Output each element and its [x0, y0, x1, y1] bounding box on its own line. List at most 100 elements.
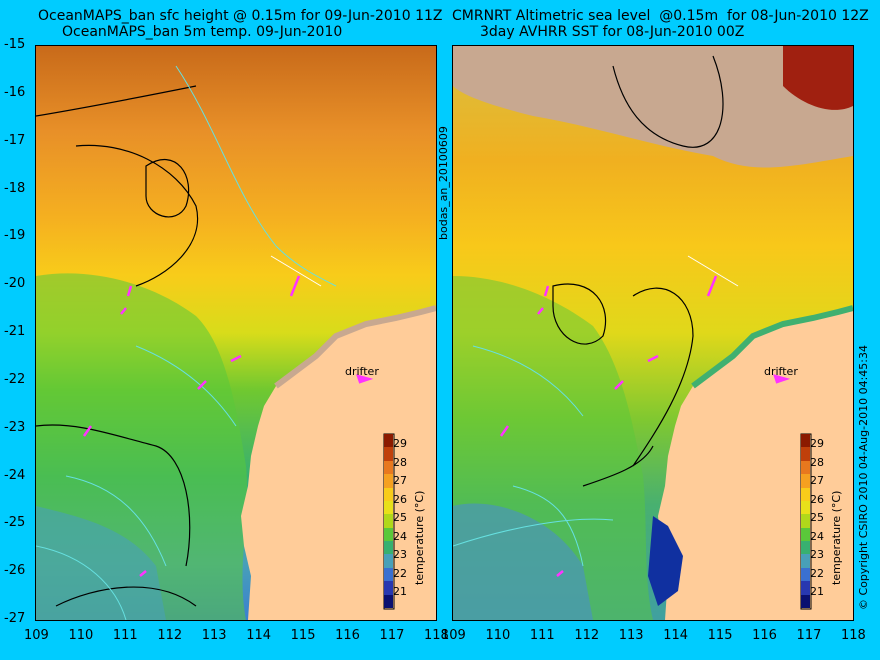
- colorbar-segment: [384, 474, 393, 489]
- right-coast-band: [691, 305, 853, 389]
- right-temp-contours: [453, 345, 614, 567]
- lat-tick-label: -18: [4, 180, 26, 196]
- lon-tick-label: 118: [424, 628, 449, 643]
- lat-tick-label: -15: [4, 37, 26, 52]
- colorbar-segment: [384, 554, 393, 569]
- right-dark-blue-patch: [648, 516, 683, 606]
- lon-tick-label: 110: [485, 628, 511, 643]
- colorbar-segment: [801, 474, 810, 489]
- lon-tick-label: 111: [112, 628, 138, 643]
- left-colorbar-title: temperature (°C): [413, 490, 426, 585]
- right-title-line2: 3day AVHRR SST for 08-Jun-2010 00Z: [480, 24, 745, 40]
- colorbar-segment: [801, 514, 810, 529]
- left-height-contours: [36, 85, 199, 287]
- lat-tick-label: -24: [4, 467, 26, 483]
- colorbar-tick-label: 26: [393, 492, 407, 506]
- colorbar-segment: [801, 487, 810, 502]
- colorbar-segment: [801, 567, 810, 582]
- colorbar-tick-label: 22: [393, 566, 407, 580]
- lon-tick-label: 109: [24, 628, 49, 643]
- colorbar-segment: [801, 500, 810, 515]
- right-blue-region: [453, 503, 593, 620]
- colorbar-segment: [384, 541, 393, 555]
- lon-tick-label: 118: [841, 628, 866, 643]
- colorbar-segment: [384, 487, 393, 502]
- left-temp-contours: [36, 65, 337, 620]
- left-colorbar-fill: [384, 434, 393, 609]
- colorbar-segment: [801, 581, 810, 596]
- lon-tick-label: 112: [574, 628, 600, 643]
- colorbar-tick-label: 25: [393, 511, 407, 524]
- colorbar-tick-label: 25: [810, 511, 824, 524]
- colorbar-segment: [801, 594, 810, 609]
- right-white-line: [687, 255, 739, 287]
- colorbar-segment: [384, 594, 393, 609]
- lat-tick-label: -16: [4, 84, 26, 100]
- colorbar-segment: [384, 527, 393, 542]
- right-hot-region: [783, 46, 853, 110]
- colorbar-tick-label: 23: [810, 548, 824, 561]
- colorbar-tick-label: 24: [393, 529, 407, 543]
- colorbar-segment: [801, 554, 810, 569]
- right-height-contours-north: [612, 55, 724, 148]
- right-drifter-label: drifter: [764, 365, 798, 378]
- lat-tick-label: -21: [4, 324, 26, 339]
- colorbar-segment: [384, 567, 393, 582]
- lon-tick-label: 110: [68, 628, 94, 643]
- lat-tick-label: -26: [4, 563, 26, 579]
- colorbar-segment: [384, 514, 393, 529]
- lat-tick-label: -23: [4, 419, 26, 435]
- copyright-label: © Copyright CSIRO 2010 04-Aug-2010 04:45…: [857, 344, 870, 610]
- left-map-panel: [35, 45, 437, 621]
- colorbar-segment: [384, 434, 393, 448]
- lat-tick-label: -17: [4, 132, 26, 148]
- right-height-contours: [552, 283, 694, 487]
- lat-tick-label: -22: [4, 371, 26, 387]
- right-cloud-mask: [453, 46, 853, 168]
- lon-tick-label: 116: [335, 628, 360, 643]
- lon-tick-label: 117: [796, 628, 822, 643]
- colorbar-tick-label: 24: [810, 529, 824, 543]
- center-vertical-label: bodas_an_20100609: [437, 126, 450, 240]
- lon-tick-label: 113: [201, 628, 227, 643]
- colorbar-segment: [801, 527, 810, 542]
- left-blue-region: [36, 506, 166, 620]
- right-colorbar-title: temperature (°C): [830, 490, 843, 585]
- colorbar-tick-label: 21: [810, 585, 824, 598]
- lon-tick-label: 117: [379, 628, 405, 643]
- lon-tick-label: 116: [752, 628, 777, 643]
- colorbar-tick-label: 27: [810, 474, 824, 487]
- colorbar-tick-label: 23: [393, 548, 407, 561]
- colorbar-segment: [384, 581, 393, 596]
- colorbar-tick-label: 29: [393, 437, 407, 450]
- right-map-svg: [453, 46, 853, 620]
- colorbar-tick-label: 28: [393, 455, 407, 469]
- right-map-panel: [452, 45, 854, 621]
- left-white-line: [270, 255, 322, 287]
- colorbar-tick-label: 27: [393, 474, 407, 487]
- left-coast-cloud: [274, 305, 436, 389]
- colorbar-segment: [384, 447, 393, 462]
- colorbar-segment: [384, 460, 393, 475]
- left-map-svg: [36, 46, 436, 620]
- left-drifter-arrows: [82, 275, 374, 577]
- left-drifter-label: drifter: [345, 365, 379, 378]
- right-title-line1: CMRNRT Altimetric sea level @0.15m for 0…: [452, 8, 869, 24]
- lon-tick-label: 113: [618, 628, 644, 643]
- lon-tick-label: 109: [441, 628, 466, 643]
- colorbar-tick-label: 28: [810, 455, 824, 469]
- lat-tick-label: -25: [4, 515, 26, 531]
- lon-tick-label: 114: [663, 628, 689, 643]
- colorbar-segment: [801, 541, 810, 555]
- left-title-line2: OceanMAPS_ban 5m temp. 09-Jun-2010: [62, 24, 343, 40]
- lat-tick-label: -19: [4, 228, 26, 244]
- colorbar-tick-label: 21: [393, 585, 407, 598]
- colorbar-tick-label: 29: [810, 437, 824, 450]
- right-drifter-arrows: [499, 275, 791, 577]
- colorbar-tick-label: 26: [810, 492, 824, 506]
- lon-tick-label: 112: [157, 628, 183, 643]
- colorbar-segment: [801, 447, 810, 462]
- left-height-contours-south: [36, 424, 197, 607]
- colorbar-tick-label: 22: [810, 566, 824, 580]
- colorbar-segment: [801, 434, 810, 448]
